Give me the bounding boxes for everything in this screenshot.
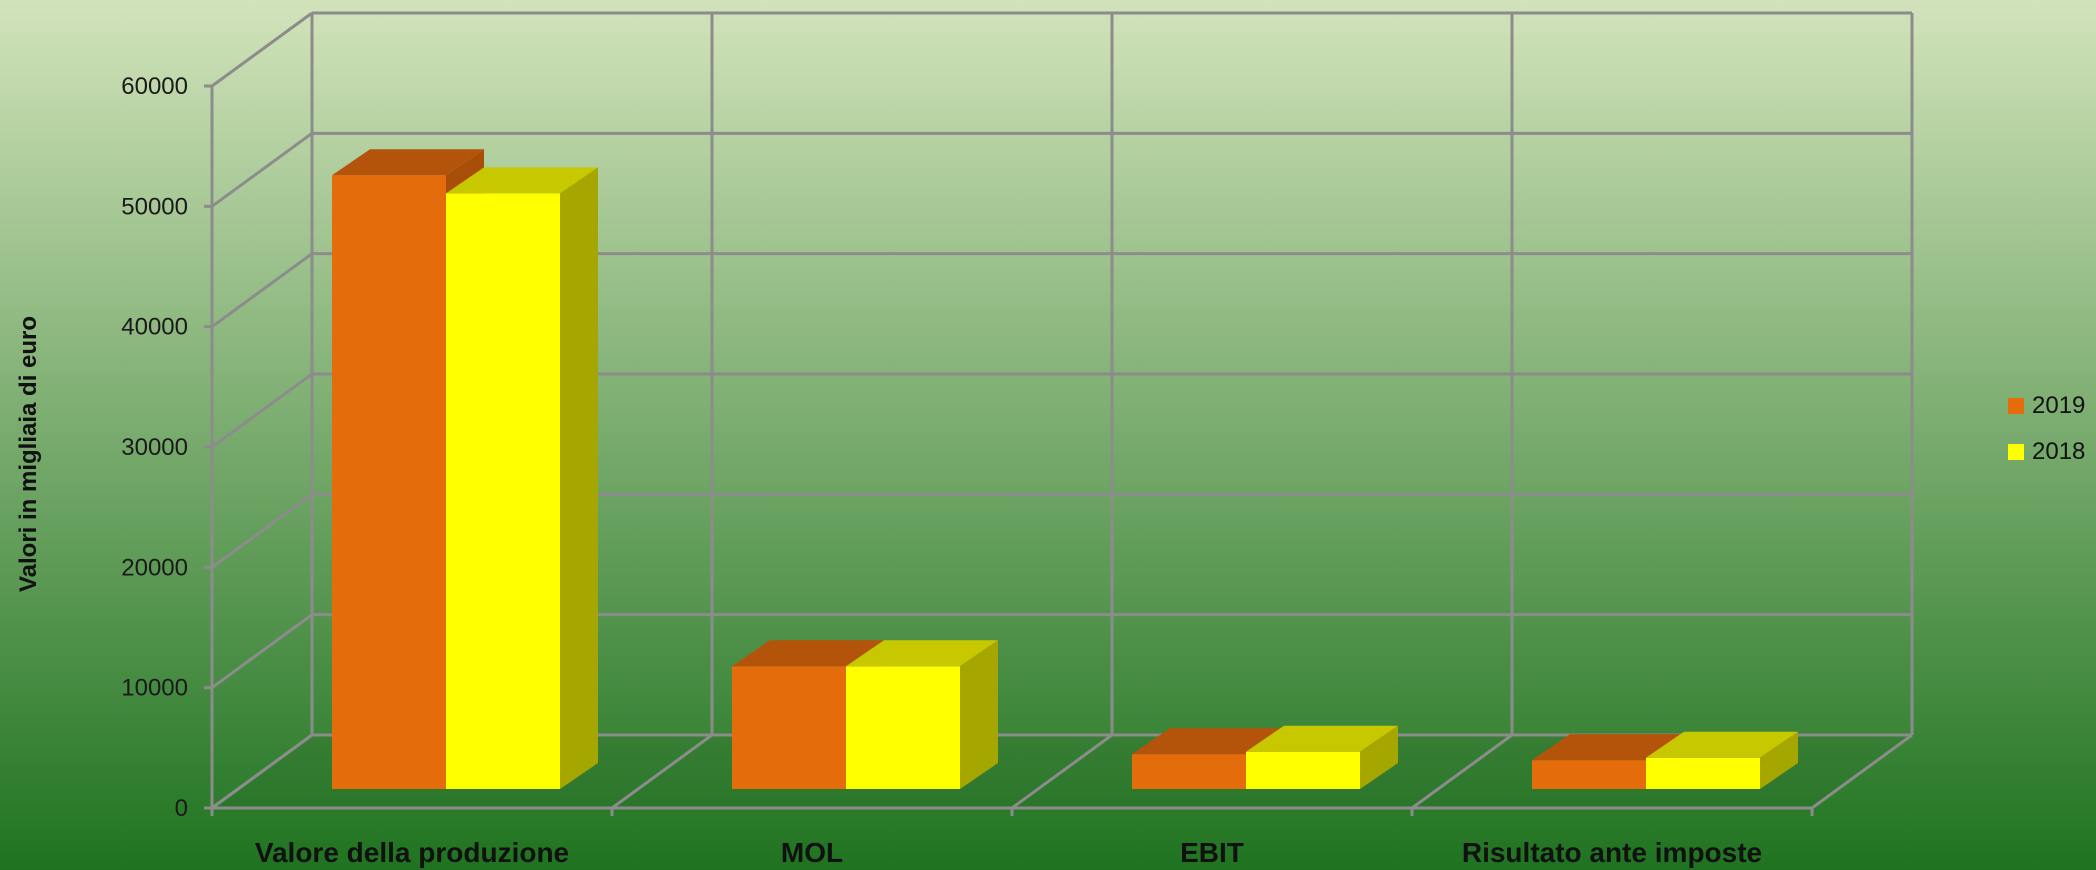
bar-top — [1646, 731, 1798, 758]
gridline-side — [211, 132, 313, 208]
y-tick-label: 40000 — [121, 314, 188, 341]
x-category-label: MOL — [781, 837, 843, 868]
legend-swatch-2019 — [2008, 398, 2024, 414]
bar-side — [560, 167, 598, 790]
y-tick-label: 20000 — [121, 554, 188, 581]
bar-front — [1646, 757, 1760, 789]
x-category-label: Risultato ante imposte — [1462, 837, 1762, 868]
y-tick-label: 0 — [175, 795, 188, 822]
gridline-side — [211, 11, 313, 88]
floor-divider — [211, 733, 313, 810]
y-tick-label: 50000 — [121, 193, 188, 220]
floor-divider — [611, 733, 713, 810]
gridline-side — [211, 493, 313, 569]
legend-swatch-2018 — [2008, 444, 2024, 460]
bar-top — [332, 149, 484, 176]
bar-front — [446, 193, 560, 790]
x-category-label: Valore della produzione — [255, 837, 569, 868]
bar-side — [960, 640, 998, 789]
legend-label-2018: 2018 — [2032, 438, 2086, 465]
x-category-label: EBIT — [1180, 837, 1244, 868]
floor-divider — [1411, 733, 1513, 810]
bar-2018-0 — [446, 167, 598, 790]
y-tick-label: 30000 — [121, 434, 188, 461]
legend-item-2019: 2019 — [2008, 390, 2085, 422]
bar-top — [846, 640, 998, 667]
floor-divider — [1011, 733, 1113, 810]
bar-top — [1532, 734, 1684, 761]
bar-top — [1246, 725, 1398, 752]
bar-front — [1246, 751, 1360, 789]
y-axis-title: Valori in migliaia di euro — [15, 316, 42, 592]
bar-front — [1532, 760, 1646, 789]
gridline-side — [211, 613, 313, 689]
floor-divider — [1811, 733, 1913, 810]
bar-front — [846, 666, 960, 789]
bar-side — [1760, 731, 1798, 789]
bar-top — [446, 167, 598, 194]
bar-front — [732, 666, 846, 789]
bar-2018-3 — [1646, 731, 1798, 789]
y-tick-label: 60000 — [121, 73, 188, 100]
bar-top — [732, 640, 884, 667]
bar-2018-1 — [846, 640, 998, 789]
legend-item-2018: 2018 — [2008, 436, 2085, 468]
gridline-side — [211, 252, 313, 328]
bar-2018-2 — [1246, 725, 1398, 789]
bar-front — [1132, 754, 1246, 789]
bar-top — [1132, 728, 1284, 755]
y-tick-label: 10000 — [121, 675, 188, 702]
bar-side — [1360, 725, 1398, 789]
bar-front — [332, 175, 446, 790]
legend: 2019 2018 — [2008, 390, 2085, 482]
legend-label-2019: 2019 — [2032, 392, 2086, 419]
bar-2019-3 — [1532, 734, 1684, 789]
gridline-side — [211, 372, 313, 449]
